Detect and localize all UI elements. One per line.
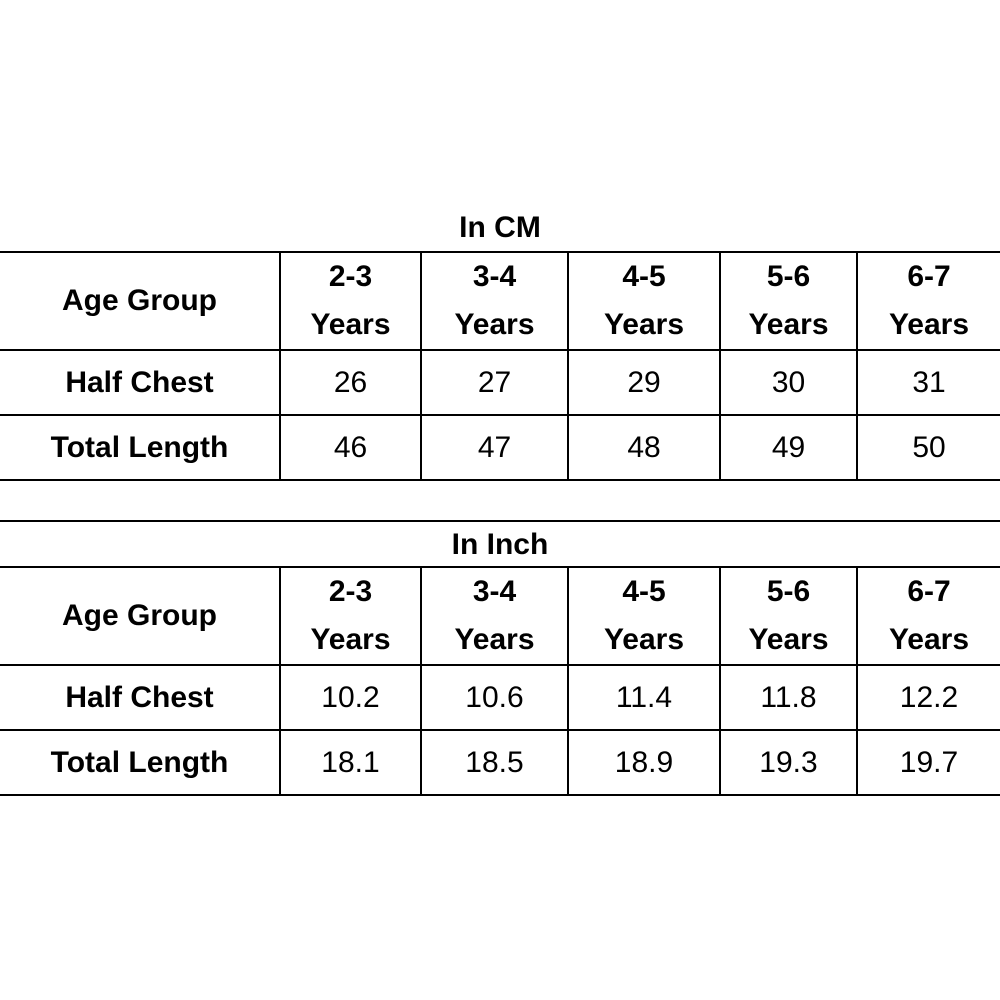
table-row: Total Length 18.1 18.5 18.9 19.3 19.7 <box>0 729 1000 796</box>
value-cell: 31 <box>856 349 1000 416</box>
value-cell: 29 <box>567 349 721 416</box>
age-group-header: Age Group <box>0 251 281 351</box>
value-cell: 18.9 <box>567 729 721 796</box>
value-cell: 19.7 <box>856 729 1000 796</box>
age-group-header: Age Group <box>0 566 281 666</box>
row-label: Total Length <box>0 729 281 796</box>
value-cell: 26 <box>279 349 422 416</box>
size-chart-inch: In Inch Age Group 2-3 Years 3-4 Years 4-5 Y… <box>0 520 1000 796</box>
age-group-cell: 3-4 Years <box>420 251 569 351</box>
age-group-cell: 4-5 Years <box>567 566 721 666</box>
value-cell: 18.1 <box>279 729 422 796</box>
value-cell: 49 <box>719 414 858 481</box>
table-title: In Inch <box>0 520 1000 566</box>
age-group-cell: 4-5 Years <box>567 251 721 351</box>
table-row: Half Chest 10.2 10.6 11.4 11.8 12.2 <box>0 664 1000 731</box>
row-label: Half Chest <box>0 664 281 731</box>
age-group-cell: 5-6 Years <box>719 566 858 666</box>
age-group-cell: 2-3 Years <box>279 251 422 351</box>
size-table-cm: Age Group 2-3 Years 3-4 Years 4-5 Years 5-6… <box>0 251 1000 481</box>
table-title: In CM <box>459 211 541 244</box>
value-cell: 30 <box>719 349 858 416</box>
table-row: Half Chest 26 27 29 30 31 <box>0 349 1000 416</box>
value-cell: 10.6 <box>420 664 569 731</box>
age-group-cell: 2-3 Years <box>279 566 422 666</box>
value-cell: 47 <box>420 414 569 481</box>
value-cell: 11.8 <box>719 664 858 731</box>
value-cell: 11.4 <box>567 664 721 731</box>
value-cell: 18.5 <box>420 729 569 796</box>
row-label: Total Length <box>0 414 281 481</box>
age-group-cell: 3-4 Years <box>420 566 569 666</box>
value-cell: 46 <box>279 414 422 481</box>
header-row: Age Group 2-3 Years 3-4 Years 4-5 Years 5-6… <box>0 566 1000 666</box>
value-cell: 50 <box>856 414 1000 481</box>
size-chart-cm: In CM Age Group 2-3 Years 3-4 Years 4-5 Yea… <box>0 205 1000 481</box>
row-label: Half Chest <box>0 349 281 416</box>
age-group-cell: 5-6 Years <box>719 251 858 351</box>
value-cell: 19.3 <box>719 729 858 796</box>
age-group-cell: 6-7 Years <box>856 251 1000 351</box>
value-cell: 12.2 <box>856 664 1000 731</box>
table-row: Total Length 46 47 48 49 50 <box>0 414 1000 481</box>
age-group-cell: 6-7 Years <box>856 566 1000 666</box>
value-cell: 10.2 <box>279 664 422 731</box>
value-cell: 48 <box>567 414 721 481</box>
size-table-inch: Age Group 2-3 Years 3-4 Years 4-5 Years 5-6… <box>0 566 1000 796</box>
header-row: Age Group 2-3 Years 3-4 Years 4-5 Years 5-6… <box>0 251 1000 351</box>
value-cell: 27 <box>420 349 569 416</box>
